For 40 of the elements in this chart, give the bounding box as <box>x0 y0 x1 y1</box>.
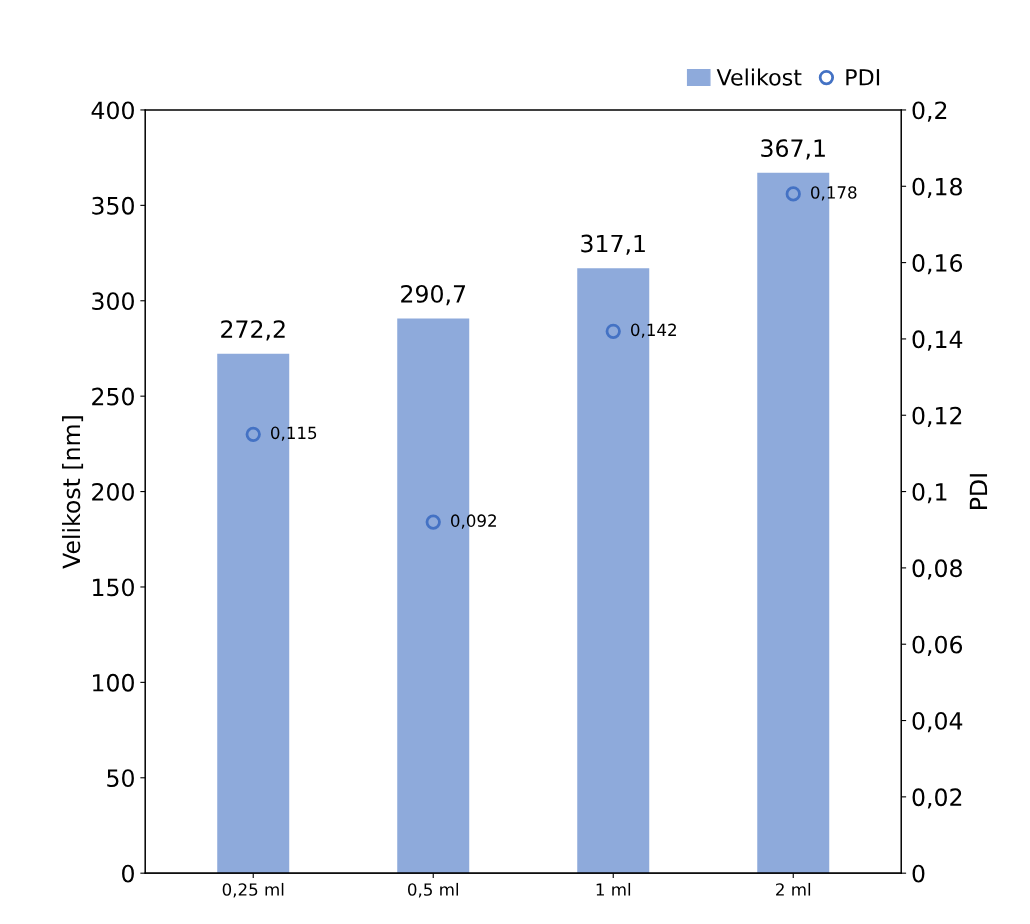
data-label: 272,2 <box>221 320 285 341</box>
y-tick-label: 100 <box>93 673 134 692</box>
y2-tick-label: 0,02 <box>912 788 962 809</box>
y-tick-label: 50 <box>107 769 134 788</box>
y-tick-label: 400 <box>91 101 134 120</box>
x-tick-label: 0,25 ml <box>222 882 284 898</box>
point <box>785 186 801 202</box>
point <box>605 323 621 339</box>
x-tick-label: 1 ml <box>596 882 631 896</box>
data-label: 0,142 <box>631 323 676 338</box>
y-tick-label: 0 <box>122 864 134 883</box>
y2-tick-label: 0,16 <box>912 254 963 275</box>
data-label: 0,092 <box>451 514 496 529</box>
y-tick-label: 150 <box>93 578 134 597</box>
y2-tick-label: 0,2 <box>912 101 947 122</box>
x-tick-label: 0,5 ml <box>408 882 459 898</box>
data-label: 0,115 <box>271 426 317 441</box>
legend-label: Velikost <box>716 68 802 86</box>
y2-tick-label: 0,1 <box>912 483 947 504</box>
data-label: 290,7 <box>401 284 466 306</box>
data-label: 367,1 <box>761 139 825 160</box>
y2-tick-label: 0,04 <box>912 711 963 733</box>
y2-tick-label: 0,12 <box>912 406 962 427</box>
y2-tick-label: 0,18 <box>912 177 962 198</box>
data-label: 317,1 <box>581 234 645 255</box>
y2-axis-title: PDI <box>969 474 988 509</box>
y-tick-label: 200 <box>92 483 134 501</box>
y-axis-title: Velikost [nm] <box>62 416 84 569</box>
y2-tick-label: 0 <box>912 864 925 883</box>
point <box>245 426 261 442</box>
y-tick-label: 250 <box>92 387 134 406</box>
y-tick-label: 350 <box>92 196 134 215</box>
y-tick-label: 300 <box>92 292 134 311</box>
legend-label: PDI <box>846 69 880 86</box>
point <box>425 514 441 530</box>
data-label: 0,178 <box>811 186 857 201</box>
x-tick-label: 2 ml <box>776 882 811 896</box>
y2-tick-label: 0,14 <box>912 330 963 351</box>
y2-tick-label: 0,06 <box>912 635 963 656</box>
y2-tick-label: 0,08 <box>912 559 962 580</box>
